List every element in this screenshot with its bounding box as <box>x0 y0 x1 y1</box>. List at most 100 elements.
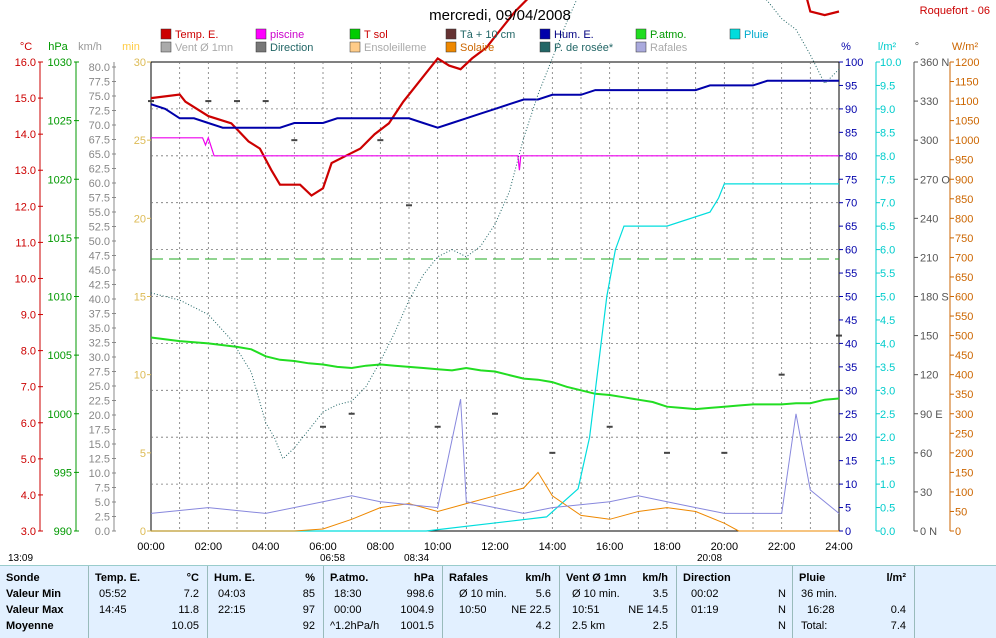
axis-tick-label-kmh: 37.5 <box>89 309 110 321</box>
legend-swatch <box>349 28 361 40</box>
axis-tick-label-wm2: 600 <box>955 292 973 304</box>
axis-tick-label-temp: 3.0 <box>21 526 36 538</box>
direction-mark <box>377 139 384 142</box>
axis-tick-label-kmh: 10.0 <box>89 468 110 480</box>
axis-tick-label-min: 5 <box>140 448 146 460</box>
axis-tick-label-hpa: 1020 <box>48 174 72 186</box>
sun-time-label: 20:08 <box>697 553 722 564</box>
axis-tick-label-kmh: 50.0 <box>89 236 110 248</box>
axis-tick-label-x: 20:00 <box>711 541 739 553</box>
axis-tick-label-wm2: 700 <box>955 252 973 264</box>
axis-tick-label-hpa: 1005 <box>48 350 72 362</box>
axis-tick-label-deg: 330 <box>920 96 938 108</box>
legend-swatch <box>539 28 551 40</box>
axis-tick-label-wm2: 850 <box>955 194 973 206</box>
stats-cell: 00:00 <box>334 604 362 616</box>
axis-tick-label-min: 10 <box>134 370 146 382</box>
legend-label: Pluie <box>744 29 768 41</box>
axis-tick-label-rain: 1.5 <box>880 456 895 468</box>
stats-cell: 14:45 <box>99 604 127 616</box>
axis-unit-pct: % <box>841 41 851 53</box>
axis-tick-label-kmh: 32.5 <box>89 338 110 350</box>
stats-cell: 10:50 <box>459 604 487 616</box>
axis-tick-label-pct: 55 <box>845 268 857 280</box>
axis-tick-label-deg: 120 <box>920 370 938 382</box>
legend-label: Temp. E. <box>175 29 218 41</box>
series-line-rafales <box>150 398 840 514</box>
axis-tick-label-kmh: 72.5 <box>89 106 110 118</box>
axis-tick-label-wm2: 950 <box>955 155 973 167</box>
direction-mark <box>291 139 298 142</box>
stats-cell: 18:30 <box>334 588 362 600</box>
stats-header-hum: Hum. E. <box>214 572 255 584</box>
stats-cell: 22:15 <box>218 604 246 616</box>
legend-swatch <box>635 28 647 40</box>
stats-cell: N <box>778 620 786 632</box>
axis-tick-label-wm2: 750 <box>955 233 973 245</box>
stats-unit-temp: °C <box>186 572 199 584</box>
axis-tick-label-wm2: 200 <box>955 448 973 460</box>
stats-col-sonde: Sonde Valeur Min Valeur Max Moyenne <box>0 566 89 638</box>
axis-tick-label-deg: 300 <box>920 135 938 147</box>
axis-tick-label-x: 08:00 <box>367 541 395 553</box>
axis-tick-label-kmh: 2.5 <box>95 512 110 524</box>
legend-swatch <box>539 41 551 53</box>
axis-tick-label-pct: 45 <box>845 315 857 327</box>
direction-mark <box>606 425 613 428</box>
series-line-solaire <box>151 471 839 532</box>
stats-cell: 0.4 <box>890 604 906 616</box>
axis-unit-kmh: km/h <box>78 41 102 53</box>
axis-tick-label-hpa: 995 <box>54 467 72 479</box>
legend-label: Direction <box>270 42 313 54</box>
chart-legend: Temp. E. piscine T sol Tà + 10 cm Hum. E. P.a… <box>160 28 768 54</box>
axis-tick-label-kmh: 47.5 <box>89 251 110 263</box>
axis-tick-label-x: 04:00 <box>252 541 280 553</box>
stats-cell: 7.4 <box>890 620 906 632</box>
axis-tick-label-kmh: 45.0 <box>89 265 110 277</box>
axis-tick-label-wm2: 150 <box>955 467 973 479</box>
axis-tick-label-deg: 270 O <box>920 174 950 186</box>
axis-tick-label-pct: 5 <box>845 503 851 515</box>
stats-col-hum: Hum. E. % 04:03 85 22:15 97 92 <box>208 566 324 638</box>
axis-tick-label-pct: 75 <box>845 174 857 186</box>
axis-tick-label-wm2: 1150 <box>955 77 979 89</box>
legend-label: Solaire <box>460 42 494 54</box>
axis-tick-label-min: 30 <box>134 57 146 69</box>
axis-tick-label-rain: 9.5 <box>880 80 895 92</box>
axis-tick-label-kmh: 22.5 <box>89 396 110 408</box>
axis-tick-label-pct: 100 <box>845 57 863 69</box>
axis-tick-label-temp: 8.0 <box>21 346 36 358</box>
axis-tick-label-rain: 2.5 <box>880 409 895 421</box>
axis-tick-label-kmh: 12.5 <box>89 454 110 466</box>
axis-tick-label-rain: 6.5 <box>880 221 895 233</box>
stats-cell: 1004.9 <box>400 604 434 616</box>
axis-tick-label-wm2: 400 <box>955 370 973 382</box>
axis-tick-label-deg: 240 <box>920 213 938 225</box>
axis-tick-label-deg: 0 N <box>920 526 937 538</box>
stats-cell: 16:28 <box>807 604 835 616</box>
axis-tick-label-pct: 85 <box>845 127 857 139</box>
stats-unit-pres: hPa <box>413 572 434 584</box>
axis-tick-label-min: 15 <box>134 292 146 304</box>
axis-unit-wm2: W/m² <box>952 41 979 53</box>
axis-tick-label-wm2: 500 <box>955 331 973 343</box>
axis-tick-label-hpa: 1030 <box>48 57 72 69</box>
axis-tick-label-rain: 5.5 <box>880 268 895 280</box>
legend-label: T sol <box>364 29 388 41</box>
axis-tick-label-x: 24:00 <box>825 541 853 553</box>
axis-tick-label-rain: 0.5 <box>880 503 895 515</box>
stats-header-vent: Vent Ø 1mn <box>566 572 627 584</box>
chart-axes: 16.0 15.0 14.0 13.0 12.0 11.0 10.0 9.0 8.0 7.0 6.0… <box>8 41 979 564</box>
axis-tick-label-wm2: 100 <box>955 487 973 499</box>
axis-tick-label-temp: 6.0 <box>21 418 36 430</box>
stats-cell: 2.5 <box>652 620 668 632</box>
axis-tick-label-deg: 210 <box>920 252 938 264</box>
axis-tick-label-pct: 80 <box>845 151 857 163</box>
axis-tick-label-x: 10:00 <box>424 541 452 553</box>
legend-swatch <box>160 28 172 40</box>
axis-tick-label-rain: 7.0 <box>880 198 895 210</box>
axis-unit-hpa: hPa <box>48 41 68 53</box>
axis-tick-label-pct: 10 <box>845 479 857 491</box>
stats-header-raf: Rafales <box>449 572 489 584</box>
axis-tick-label-rain: 3.5 <box>880 362 895 374</box>
